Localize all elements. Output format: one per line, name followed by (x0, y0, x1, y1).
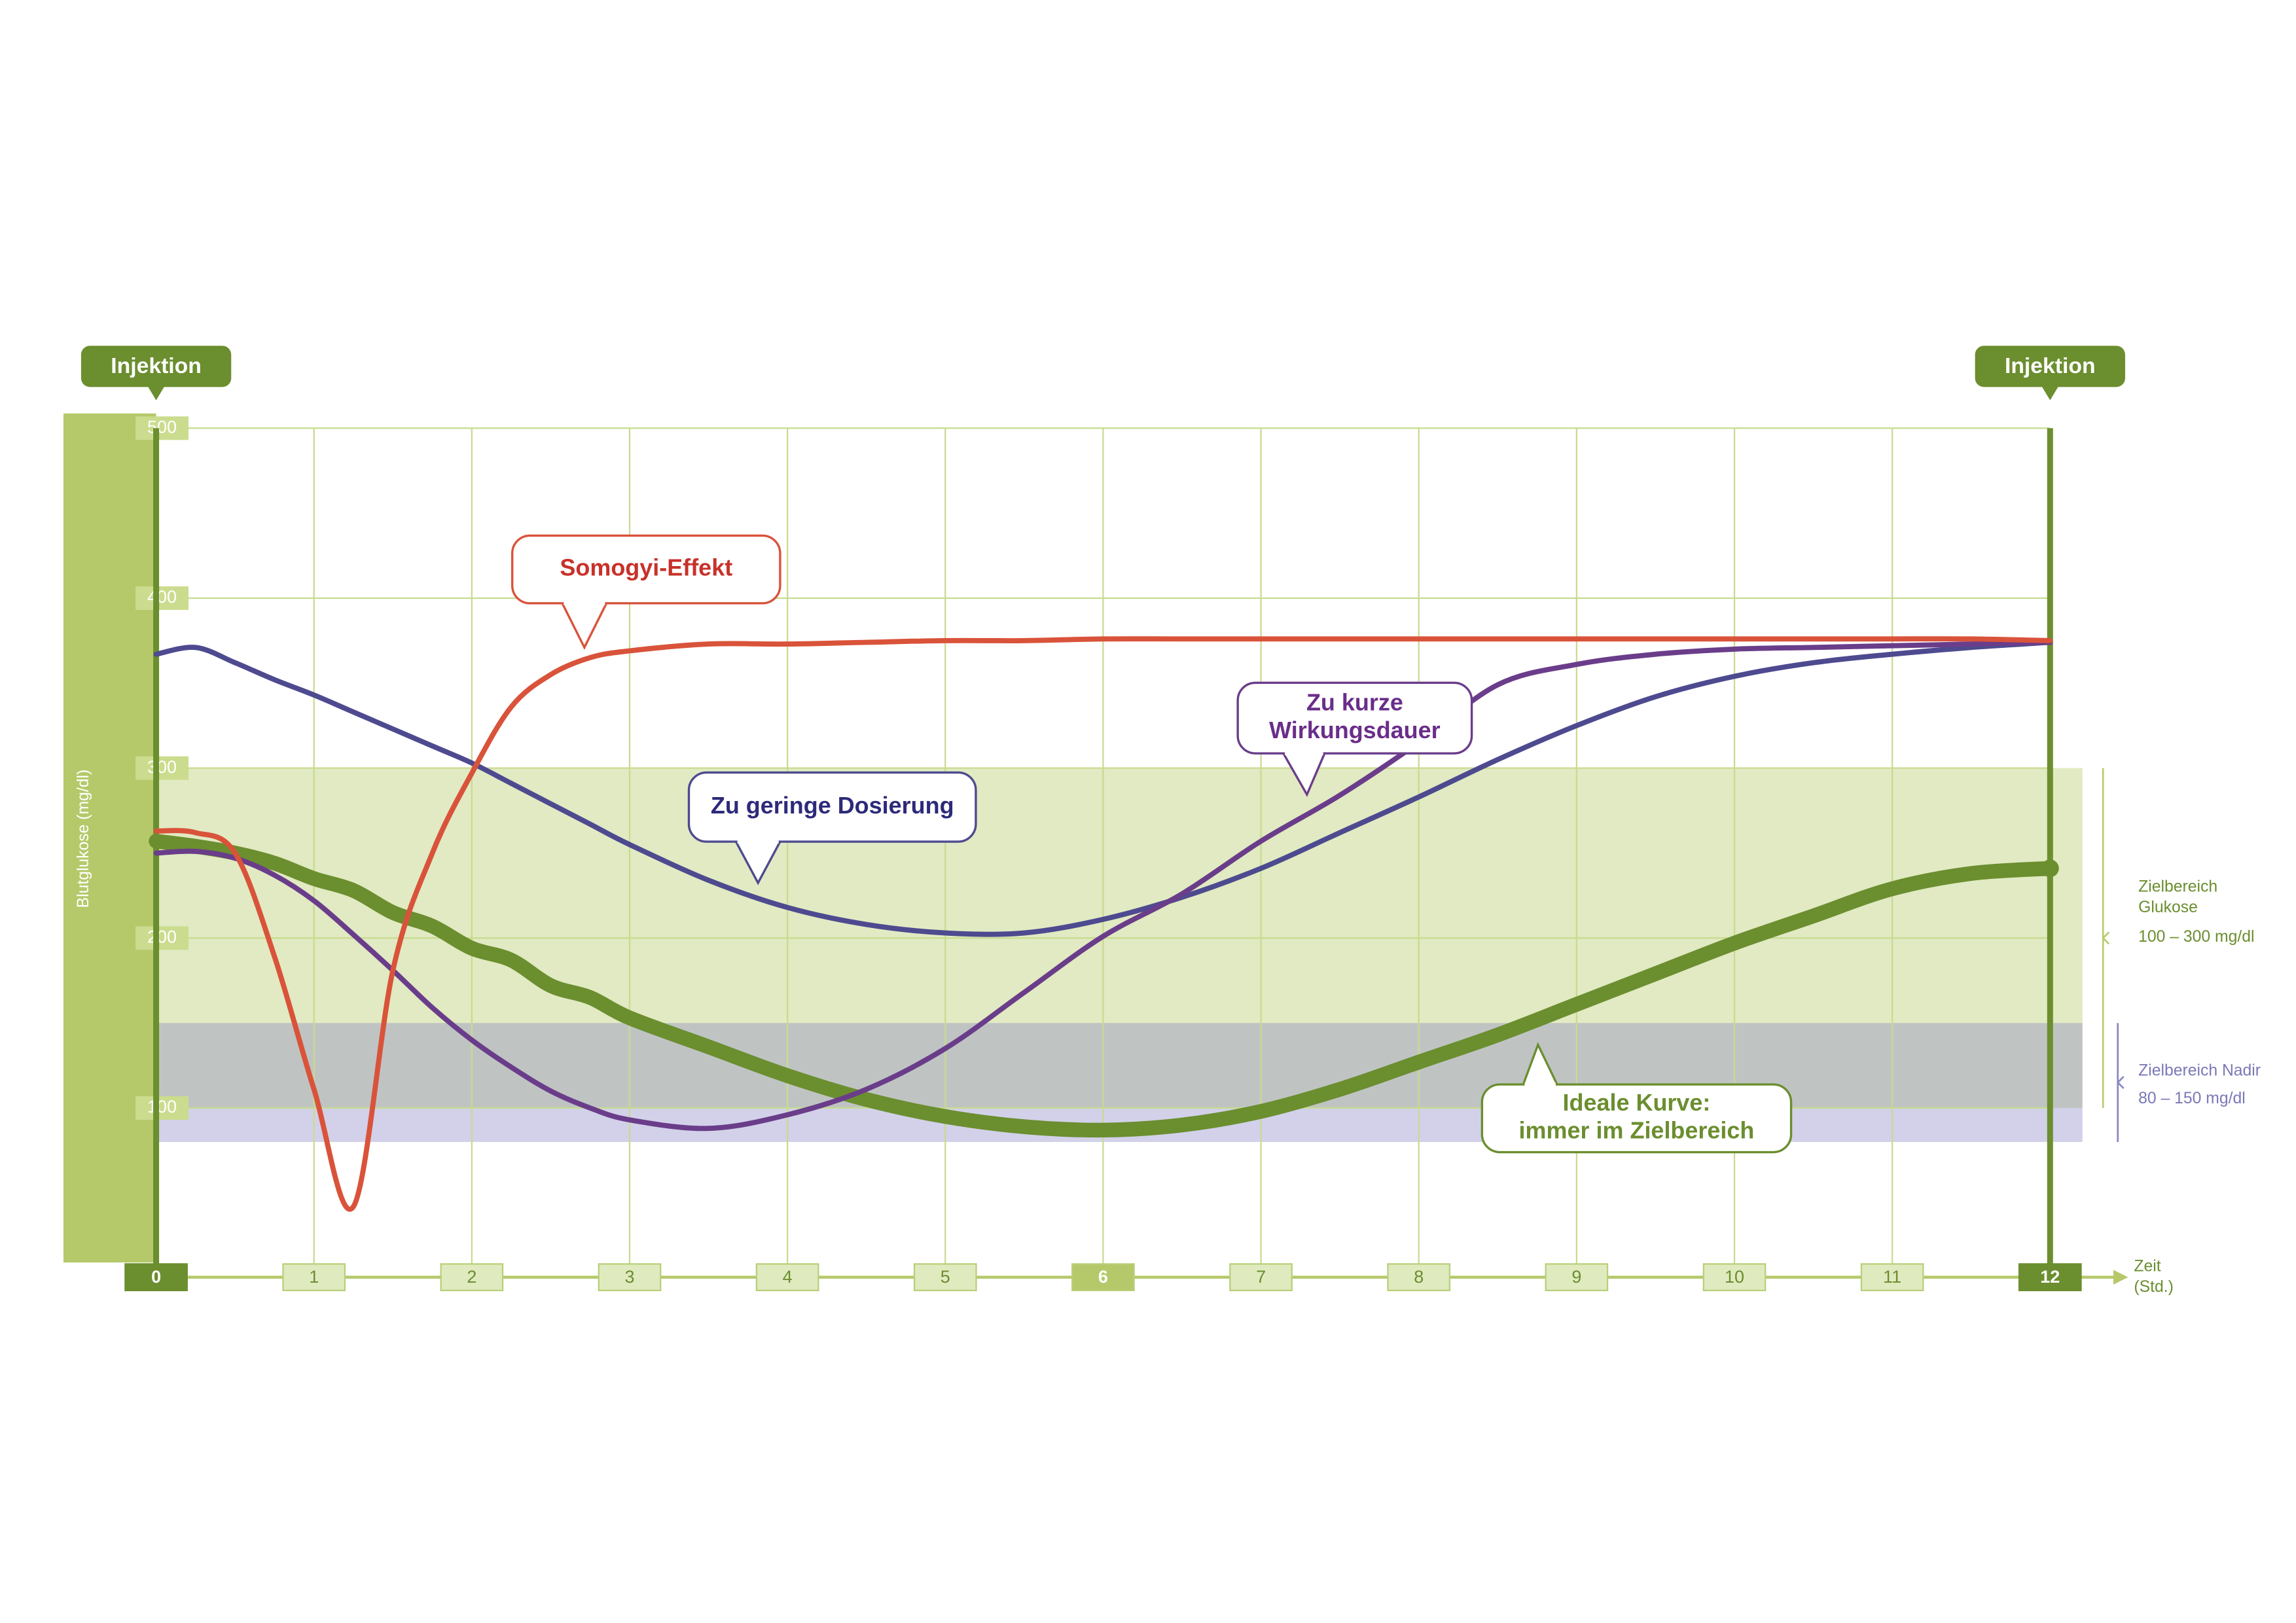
callout-box (687, 771, 977, 843)
x-tick-label: 8 (1414, 1267, 1424, 1287)
y-tick-box (135, 1096, 189, 1120)
callout-tail (561, 603, 608, 651)
series-line (149, 834, 2058, 1138)
x-tick-box (2018, 1263, 2082, 1291)
injection-pointer (2041, 385, 2059, 401)
band-bracket (2117, 1023, 2125, 1142)
x-tick-box (1860, 1263, 1924, 1291)
x-tick-label: 4 (783, 1267, 793, 1287)
y-tick-box (135, 926, 189, 950)
injection-marker (81, 346, 232, 387)
band-label: Zielbereich (2138, 878, 2217, 895)
x-tick-box (1229, 1263, 1293, 1291)
callout-box (511, 534, 781, 605)
x-tick-box (755, 1263, 819, 1291)
injection-pointer (147, 385, 166, 401)
y-tick-label: 500 (147, 417, 177, 437)
series-line (153, 636, 2053, 1212)
x-tick-label: 6 (1098, 1267, 1108, 1287)
band-range-label: 80 – 150 mg/dl (2138, 1090, 2246, 1107)
injection-label: Injektion (2005, 353, 2096, 378)
y-axis-panel (63, 413, 156, 1263)
x-tick-box (124, 1263, 188, 1291)
callout-box (1480, 1083, 1793, 1154)
band-range-label: 100 – 300 mg/dl (2138, 928, 2254, 946)
x-tick-box (1545, 1263, 1609, 1291)
callout-label: Zu kurze (1306, 688, 1403, 715)
injection-marker (1975, 346, 2125, 387)
x-tick-label: 7 (1256, 1267, 1266, 1287)
band-label: Glukose (2138, 899, 2198, 916)
callout-label: Ideale Kurve: (1563, 1089, 1711, 1116)
y-tick-label: 200 (147, 927, 177, 946)
x-tick-box (1071, 1263, 1135, 1291)
y-tick-label: 100 (147, 1097, 177, 1116)
callout-label: Zu geringe Dosierung (711, 792, 954, 819)
callout-tail (1282, 753, 1326, 797)
callout-tail (734, 841, 781, 885)
x-tick-label: 12 (2040, 1267, 2060, 1287)
x-tick-box (282, 1263, 346, 1291)
y-axis-label: Blutglukose (mg/dl) (75, 770, 92, 908)
x-tick-label: 9 (1571, 1267, 1581, 1287)
y-tick-label: 300 (147, 757, 177, 777)
x-tick-box (1702, 1263, 1767, 1291)
x-axis-label: (Std.) (2134, 1278, 2173, 1296)
x-tick-label: 1 (309, 1267, 319, 1287)
x-tick-box (913, 1263, 977, 1291)
x-tick-label: 10 (1725, 1267, 1744, 1287)
x-tick-label: 2 (467, 1267, 476, 1287)
callout-label: Wirkungsdauer (1269, 717, 1441, 743)
x-tick-label: 3 (624, 1267, 634, 1287)
callout-label: immer im Zielbereich (1519, 1117, 1755, 1144)
callout-tail (1522, 1042, 1558, 1085)
band-bracket (2102, 768, 2110, 1109)
x-tick-box (440, 1263, 504, 1291)
injection-label: Injektion (111, 353, 202, 378)
x-tick-label: 11 (1883, 1267, 1901, 1287)
x-axis-arrow (2113, 1270, 2128, 1285)
x-tick-label: 0 (151, 1267, 161, 1287)
series-line (153, 639, 2053, 937)
y-tick-box (135, 756, 189, 780)
x-tick-box (598, 1263, 662, 1291)
series-end-dot (2041, 859, 2059, 878)
callout-label: Somogyi-Effekt (560, 554, 732, 581)
band-label: Zielbereich Nadir (2138, 1061, 2261, 1079)
x-tick-label: 5 (941, 1267, 950, 1287)
y-tick-box (135, 416, 189, 440)
callout-box (1236, 681, 1473, 755)
y-tick-label: 400 (147, 587, 177, 607)
y-tick-box (135, 586, 189, 610)
x-tick-box (1387, 1263, 1451, 1291)
x-axis-label: Zeit (2134, 1257, 2161, 1275)
